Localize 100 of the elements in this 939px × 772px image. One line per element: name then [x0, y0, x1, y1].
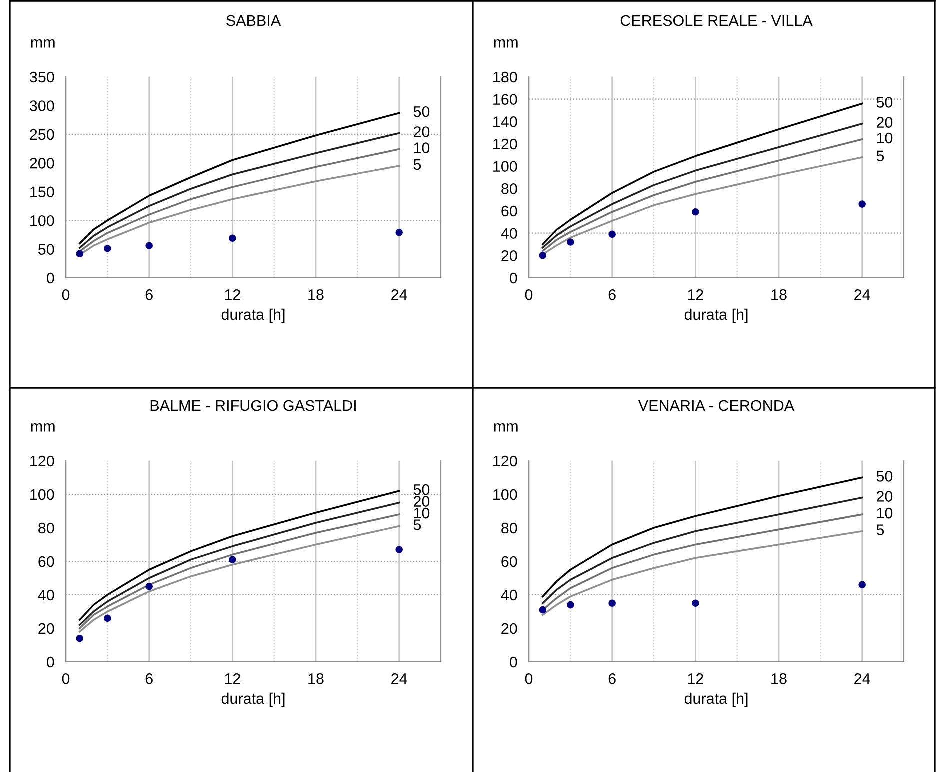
x-tick-label: 18 — [772, 674, 787, 684]
y-tick-label: 80 — [502, 184, 518, 194]
point — [76, 634, 84, 642]
y-tick-label: 0 — [510, 272, 518, 284]
series-label: 20 — [414, 496, 430, 507]
point — [229, 234, 236, 242]
chart-title: CERESOLE REALE - VILLA — [620, 15, 813, 26]
x-tick-label: 24 — [854, 674, 870, 684]
point — [146, 582, 153, 590]
series-label: 10 — [877, 508, 893, 519]
point — [608, 230, 616, 238]
point — [104, 614, 112, 622]
y-tick-label: 350 — [30, 72, 54, 83]
y-tick-label: 0 — [510, 656, 518, 668]
y-tick-label: 80 — [38, 522, 54, 534]
x-tick-label: 0 — [525, 290, 533, 300]
x-tick-label: 18 — [308, 290, 324, 300]
point — [608, 600, 616, 608]
point — [858, 581, 866, 589]
chart-title: VENARIA - CERONDA — [638, 400, 795, 412]
y-tick-label: 40 — [501, 228, 518, 240]
y-axis-title: mm — [494, 39, 518, 48]
x-tick-label: 6 — [608, 674, 616, 684]
y-axis-title: mm — [31, 39, 55, 48]
y-tick-label: 20 — [38, 623, 54, 634]
point — [396, 546, 403, 554]
x-tick-label: 12 — [225, 290, 240, 300]
line-series — [542, 476, 864, 598]
x-tick-label: 24 — [854, 290, 870, 300]
series-label: 50 — [414, 484, 430, 496]
y-axis-title: mm — [31, 423, 55, 432]
series-label: 5 — [876, 150, 884, 162]
point — [104, 245, 112, 252]
chart-title: SABBIA — [226, 15, 282, 26]
point — [858, 200, 866, 208]
x-axis-title: durata [h] — [684, 692, 748, 708]
y-tick-label: 20 — [502, 623, 518, 634]
series-label: 20 — [876, 117, 893, 128]
x-tick-label: 12 — [225, 674, 240, 684]
y-tick-label: 100 — [30, 489, 54, 500]
x-axis-title: durata [h] — [222, 692, 285, 708]
point — [229, 556, 236, 564]
x-tick-label: 18 — [772, 290, 787, 300]
y-tick-label: 100 — [30, 215, 54, 226]
y-tick-label: 0 — [46, 272, 54, 284]
y-tick-label: 120 — [494, 456, 518, 467]
series-label: 20 — [414, 126, 430, 138]
y-tick-label: 200 — [30, 158, 54, 169]
x-tick-label: 6 — [608, 290, 616, 300]
y-tick-label: 20 — [502, 250, 518, 262]
x-tick-label: 0 — [62, 674, 70, 684]
y-tick-label: 0 — [46, 656, 54, 668]
point — [692, 600, 700, 608]
y-tick-label: 140 — [494, 116, 518, 128]
series-label: 50 — [876, 471, 893, 482]
y-tick-label: 50 — [38, 244, 54, 255]
line-series — [78, 112, 400, 244]
series-label: 50 — [876, 97, 893, 108]
point — [567, 601, 574, 609]
y-tick-label: 120 — [30, 456, 54, 467]
series-label: 5 — [414, 520, 422, 530]
x-tick-label: 6 — [146, 290, 153, 300]
line-series — [78, 132, 400, 250]
x-tick-label: 12 — [688, 674, 704, 684]
series-label: 5 — [876, 524, 884, 536]
x-tick-label: 18 — [308, 674, 324, 684]
y-tick-label: 60 — [38, 556, 54, 568]
y-tick-label: 250 — [30, 129, 54, 140]
x-tick-label: 0 — [525, 674, 533, 684]
y-tick-label: 80 — [502, 522, 518, 534]
y-tick-label: 180 — [494, 72, 518, 83]
series-label: 5 — [414, 159, 422, 170]
y-tick-label: 100 — [494, 161, 518, 172]
x-tick-label: 6 — [146, 674, 153, 684]
y-tick-label: 300 — [30, 100, 54, 112]
point — [396, 228, 403, 236]
y-tick-label: 150 — [30, 186, 54, 198]
y-tick-label: 100 — [494, 489, 518, 500]
line-series — [542, 102, 864, 246]
point — [146, 242, 153, 250]
series-label: 10 — [877, 132, 893, 144]
chart-title: BALME - RIFUGIO GASTALDI — [150, 400, 356, 412]
series-label: 50 — [414, 106, 430, 118]
y-axis-title: mm — [494, 423, 518, 432]
y-tick-label: 60 — [502, 206, 518, 217]
line-series — [542, 496, 864, 604]
y-tick-label: 40 — [501, 590, 518, 601]
x-tick-label: 24 — [392, 674, 408, 684]
point — [692, 208, 700, 216]
point — [76, 250, 84, 258]
point — [539, 252, 547, 260]
x-tick-label: 12 — [688, 290, 704, 300]
y-tick-label: 60 — [502, 556, 518, 568]
x-tick-label: 0 — [62, 290, 70, 300]
series-label: 10 — [414, 508, 430, 519]
x-axis-title: durata [h] — [684, 308, 748, 324]
series-label: 20 — [876, 491, 893, 502]
y-tick-label: 120 — [494, 138, 518, 150]
x-tick-label: 24 — [392, 290, 408, 300]
y-tick-label: 160 — [494, 94, 518, 106]
